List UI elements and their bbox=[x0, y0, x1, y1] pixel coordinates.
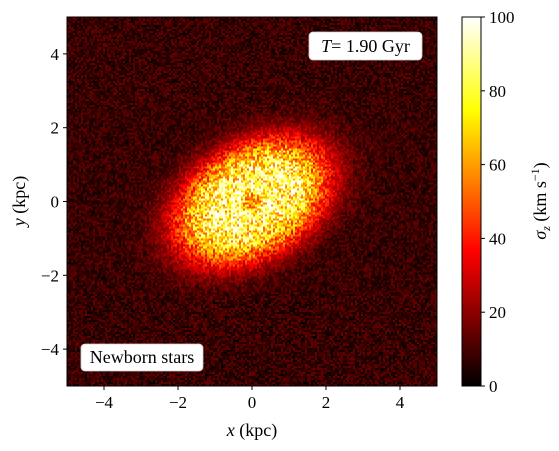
colorbar-gradient bbox=[461, 16, 482, 387]
colorbar-label: σz (km s−1) bbox=[528, 162, 553, 239]
x-tick-label: 4 bbox=[396, 393, 405, 412]
colorbar-tick-label: 80 bbox=[489, 82, 506, 101]
x-tick-label: −2 bbox=[169, 393, 187, 412]
heatmap-image bbox=[67, 17, 437, 386]
y-tick-label: −2 bbox=[41, 266, 59, 285]
time-annotation: T= 1.90 Gyr bbox=[308, 31, 423, 61]
x-tick-label: 2 bbox=[322, 393, 331, 412]
population-annotation: Newborn stars bbox=[80, 343, 204, 372]
colorbar-tick-label: 0 bbox=[489, 377, 498, 396]
y-tick-label: 0 bbox=[51, 193, 60, 212]
svg-text:Newborn stars: Newborn stars bbox=[90, 347, 194, 367]
x-axis-ticks: −4 −2 0 2 4 bbox=[95, 386, 405, 412]
y-tick-label: 4 bbox=[51, 45, 60, 64]
colorbar-tick-label: 60 bbox=[489, 156, 506, 175]
x-tick-label: −4 bbox=[95, 393, 114, 412]
colorbar-tick-label: 20 bbox=[489, 303, 506, 322]
y-tick-label: 2 bbox=[51, 119, 60, 138]
y-axis-ticks: −4 −2 0 2 4 bbox=[41, 45, 67, 359]
colorbar-tick-label: 40 bbox=[489, 229, 506, 248]
x-tick-label: 0 bbox=[248, 393, 257, 412]
colorbar-tick-label: 100 bbox=[489, 8, 515, 27]
colorbar-ticks: 0 20 40 60 80 100 bbox=[481, 8, 515, 396]
svg-text:T= 1.90 Gyr: T= 1.90 Gyr bbox=[321, 36, 410, 56]
x-axis-label: x (kpc) bbox=[226, 420, 277, 441]
colorbar: 0 20 40 60 80 100 σz (km s−1) bbox=[461, 8, 553, 396]
plot-area bbox=[66, 16, 438, 387]
y-axis-label: y (kpc) bbox=[9, 176, 30, 228]
y-tick-label: −4 bbox=[41, 340, 60, 359]
